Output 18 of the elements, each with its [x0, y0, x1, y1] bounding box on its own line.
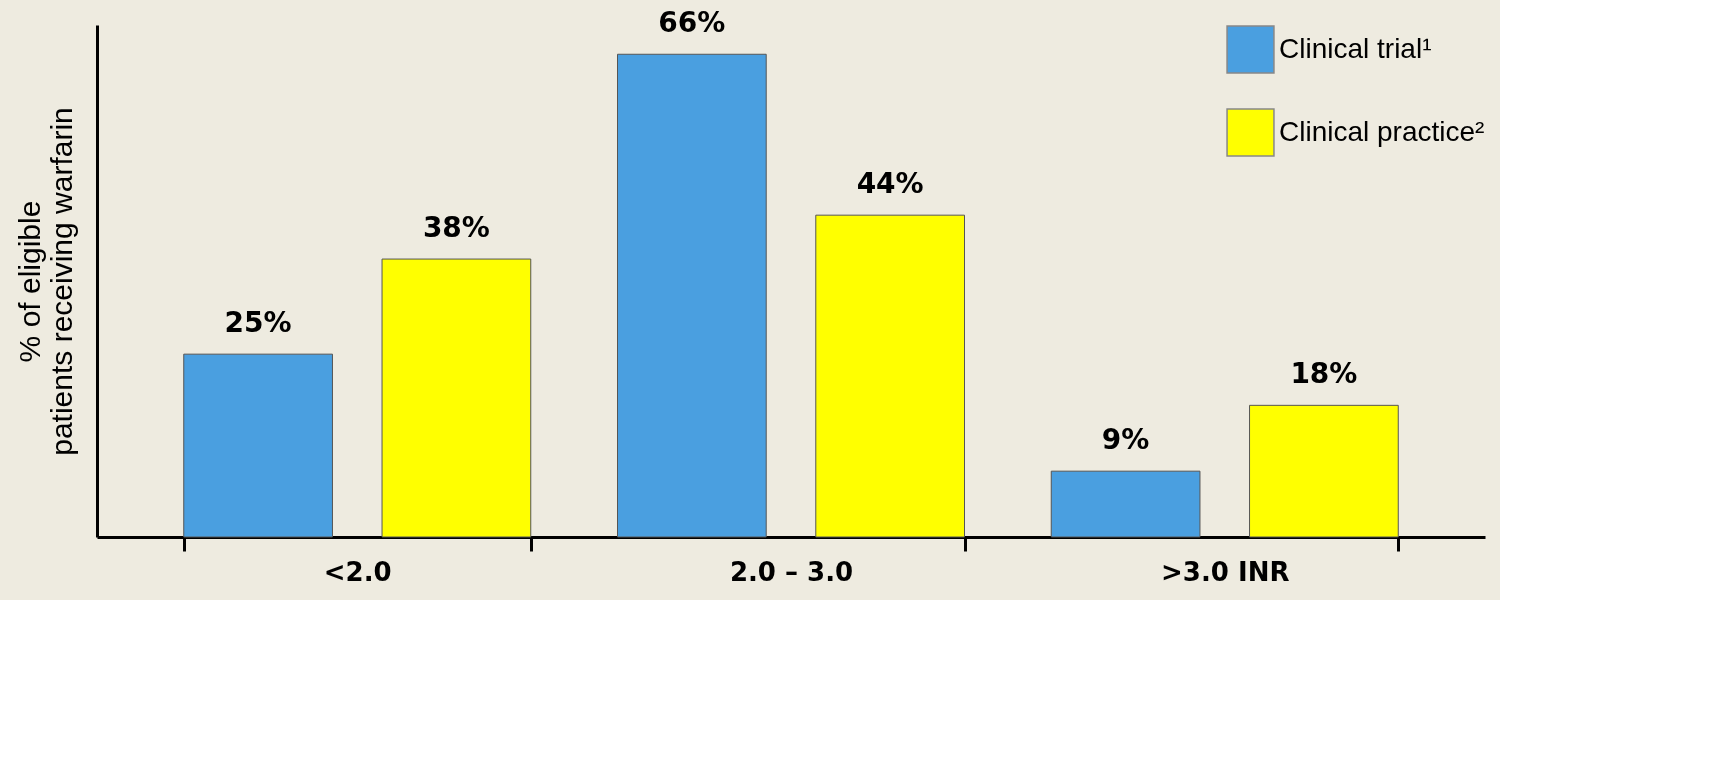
data-label: 38%	[422, 211, 490, 245]
data-label: 44%	[856, 167, 924, 201]
bar	[183, 353, 333, 538]
data-label: 66%	[658, 6, 726, 40]
bar	[1050, 470, 1201, 538]
bar	[381, 258, 532, 538]
bar	[815, 214, 965, 538]
y-axis-title: % of eligible patients receiving warfarin	[12, 107, 78, 456]
legend-label: Clinical trial¹	[1279, 32, 1432, 64]
x-tick-label: >3.0 INR	[1161, 556, 1290, 587]
bar	[1249, 404, 1399, 538]
bar	[617, 53, 767, 538]
x-tick-label: 2.0 – 3.0	[729, 556, 854, 587]
legend-label: Clinical practice²	[1279, 115, 1485, 147]
data-label: 25%	[224, 306, 292, 340]
data-label: 18%	[1290, 357, 1358, 391]
x-tick-label: <2.0	[323, 556, 392, 587]
data-label: 9%	[1101, 423, 1150, 457]
